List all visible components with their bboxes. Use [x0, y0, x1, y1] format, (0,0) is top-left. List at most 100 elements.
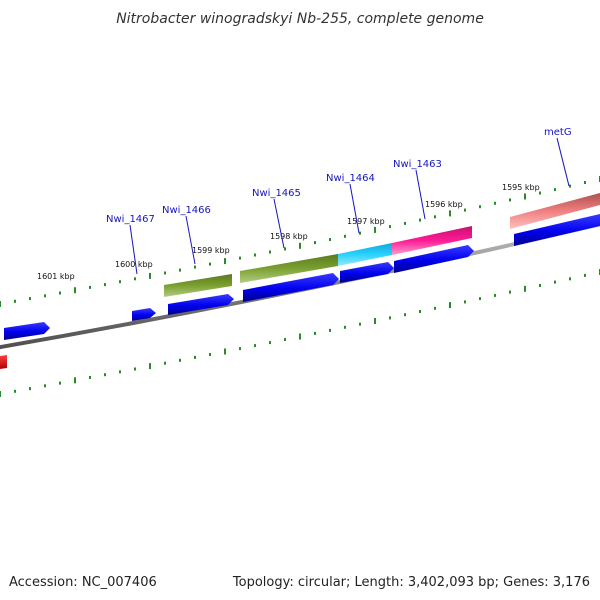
- outer-scale-tick: [284, 247, 286, 251]
- inner-scale-tick: [59, 381, 61, 385]
- gene-label-nwi-1466[interactable]: Nwi_1466: [162, 205, 211, 216]
- outer-scale-tick: [359, 231, 361, 235]
- outer-scale-tick: [254, 253, 256, 257]
- outer-scale-tick: [569, 184, 571, 188]
- leader-nwi-1463: [415, 169, 426, 220]
- cds-arrow-1465[interactable]: [243, 273, 339, 302]
- inner-scale-tick: [554, 280, 556, 284]
- outer-scale-tick: [164, 271, 166, 275]
- outer-scale-tick: [59, 291, 61, 295]
- inner-scale-ticks: [0, 269, 600, 397]
- leader-metg: [556, 137, 570, 187]
- cds-arrow-1467[interactable]: [132, 308, 156, 321]
- inner-scale-tick: [44, 384, 46, 388]
- gene-label-metg[interactable]: metG: [544, 127, 572, 138]
- outer-scale-tick: [314, 241, 316, 245]
- outer-scale-tick: [179, 268, 181, 272]
- cds-arrow-1463[interactable]: [394, 245, 474, 273]
- feature-nwi-1466-colored[interactable]: [164, 274, 232, 297]
- leader-nwi-1466: [185, 215, 196, 265]
- outer-scale-tick: [329, 238, 331, 241]
- leader-nwi-1467: [129, 224, 138, 275]
- inner-scale-tick: [539, 284, 541, 287]
- outer-scale-tick: [14, 299, 16, 303]
- feature-nwi-1464-colored[interactable]: [338, 243, 392, 266]
- feature-nwi-1463-colored[interactable]: [392, 226, 472, 255]
- inner-scale-tick: [404, 313, 406, 317]
- outer-scale-tick: [134, 277, 136, 281]
- inner-scale-tick: [419, 310, 421, 313]
- gene-label-nwi-1467[interactable]: Nwi_1467: [106, 214, 155, 225]
- outer-scale-tick: [209, 262, 211, 266]
- outer-scale-tick: [464, 208, 466, 212]
- map-title: Nitrobacter winogradskyi Nb-255, complet…: [116, 11, 484, 27]
- outer-scale-tick: [344, 234, 346, 238]
- outer-scale-tick: [89, 285, 91, 289]
- inner-scale-tick: [194, 355, 196, 359]
- scale-label-1597: 1597 kbp: [347, 217, 385, 226]
- inner-scale-tick: [149, 363, 151, 370]
- inner-scale-tick: [434, 306, 436, 310]
- inner-scale-tick: [464, 300, 466, 304]
- genome-summary-text: Topology: circular; Length: 3,402,093 bp…: [232, 575, 590, 590]
- scale-label-1598: 1598 kbp: [270, 232, 308, 241]
- outer-scale-tick: [194, 265, 196, 269]
- inner-scale-tick: [449, 302, 451, 309]
- scale-label-1600: 1600 kbp: [115, 260, 153, 269]
- gene-label-nwi-1463[interactable]: Nwi_1463: [393, 159, 442, 170]
- cds-arrow-1466[interactable]: [168, 294, 234, 315]
- inner-scale-tick: [29, 387, 31, 391]
- outer-scale-tick: [449, 210, 451, 217]
- outer-scale-tick: [509, 198, 511, 202]
- outer-scale-tick: [149, 272, 151, 279]
- outer-scale-tick: [0, 301, 1, 307]
- leader-nwi-1464: [349, 183, 360, 234]
- inner-scale-tick: [569, 277, 571, 281]
- feature-left-edge-red[interactable]: [0, 355, 7, 369]
- cds-arrow-1464[interactable]: [340, 262, 394, 283]
- outer-scale-tick: [269, 250, 271, 254]
- outer-scale-tick: [104, 283, 106, 287]
- inner-scale-tick: [359, 322, 361, 326]
- cds-arrow-metg[interactable]: [514, 214, 600, 246]
- inner-scale-tick: [329, 328, 331, 332]
- outer-scale-tick: [554, 188, 556, 192]
- scale-label-1601: 1601 kbp: [37, 272, 75, 281]
- outer-scale-tick: [389, 225, 391, 229]
- inner-scale-tick: [209, 353, 211, 356]
- inner-scale-tick: [164, 361, 166, 365]
- outer-scale-tick: [74, 287, 76, 294]
- outer-scale-tick: [29, 297, 31, 301]
- accession-text: Accession: NC_007406: [9, 575, 157, 590]
- inner-scale-tick: [584, 273, 586, 277]
- scale-label-1596: 1596 kbp: [425, 200, 463, 209]
- feature-nwi-1465-colored[interactable]: [240, 254, 338, 283]
- gene-label-nwi-1464[interactable]: Nwi_1464: [326, 173, 375, 184]
- inner-scale-tick: [89, 376, 91, 379]
- outer-scale-tick: [299, 242, 301, 249]
- outer-scale-tick: [374, 226, 376, 233]
- inner-scale-tick: [269, 341, 271, 345]
- inner-scale-tick: [14, 389, 16, 393]
- cds-arrow-1468[interactable]: [4, 322, 50, 340]
- inner-scale-tick: [524, 285, 526, 292]
- inner-scale-tick: [389, 316, 391, 320]
- inner-scale-tick: [119, 370, 121, 374]
- outer-scale-tick: [44, 294, 46, 298]
- outer-scale-ticks: [0, 176, 600, 307]
- gene-label-nwi-1465[interactable]: Nwi_1465: [252, 188, 301, 199]
- outer-scale-tick: [539, 191, 541, 195]
- inner-scale-tick: [254, 344, 256, 348]
- inner-scale-tick: [299, 333, 301, 340]
- outer-scale-tick: [494, 201, 496, 205]
- feature-metg-colored[interactable]: [510, 193, 600, 229]
- inner-scale-tick: [0, 391, 1, 397]
- inner-scale-tick: [179, 358, 181, 362]
- outer-scale-tick: [479, 205, 481, 209]
- inner-scale-tick: [314, 331, 316, 335]
- outer-scale-tick: [239, 256, 241, 260]
- inner-scale-tick: [479, 297, 481, 301]
- outer-scale-tick: [434, 215, 436, 219]
- outer-scale-tick: [224, 258, 226, 265]
